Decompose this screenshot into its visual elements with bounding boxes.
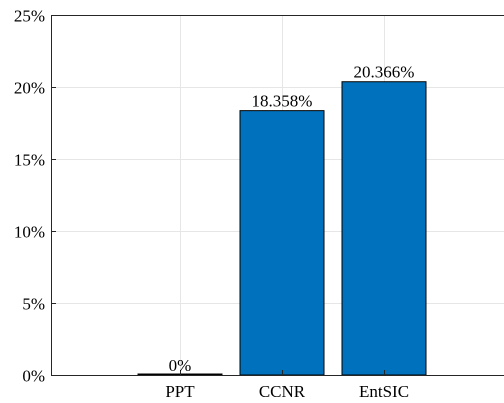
tick-marks bbox=[51, 15, 385, 376]
y-tick-label: 15% bbox=[14, 151, 45, 170]
data-label-ccnr: 18.358% bbox=[252, 92, 313, 111]
data-label-ppt: 0% bbox=[169, 356, 192, 375]
data-label-entsic: 20.366% bbox=[354, 63, 415, 82]
data-labels: 0% 18.358% 20.366% bbox=[169, 63, 415, 375]
bars bbox=[137, 81, 427, 376]
y-tick-label: 20% bbox=[14, 79, 45, 98]
plot-area-frame bbox=[51, 15, 504, 376]
x-tick-label: CCNR bbox=[259, 382, 306, 401]
y-tick-label: 5% bbox=[22, 295, 45, 314]
y-tick-label: 10% bbox=[14, 223, 45, 242]
x-tick-label: PPT bbox=[165, 382, 195, 401]
bar-entsic bbox=[341, 81, 427, 376]
y-tick-label: 25% bbox=[14, 7, 45, 26]
x-tick-labels: PPT CCNR EntSIC bbox=[165, 382, 409, 401]
y-tick-label: 0% bbox=[22, 367, 45, 386]
x-tick-label: EntSIC bbox=[359, 382, 409, 401]
y-tick-labels: 0% 5% 10% 15% 20% 25% bbox=[14, 7, 45, 386]
bar-ccnr bbox=[239, 110, 325, 376]
